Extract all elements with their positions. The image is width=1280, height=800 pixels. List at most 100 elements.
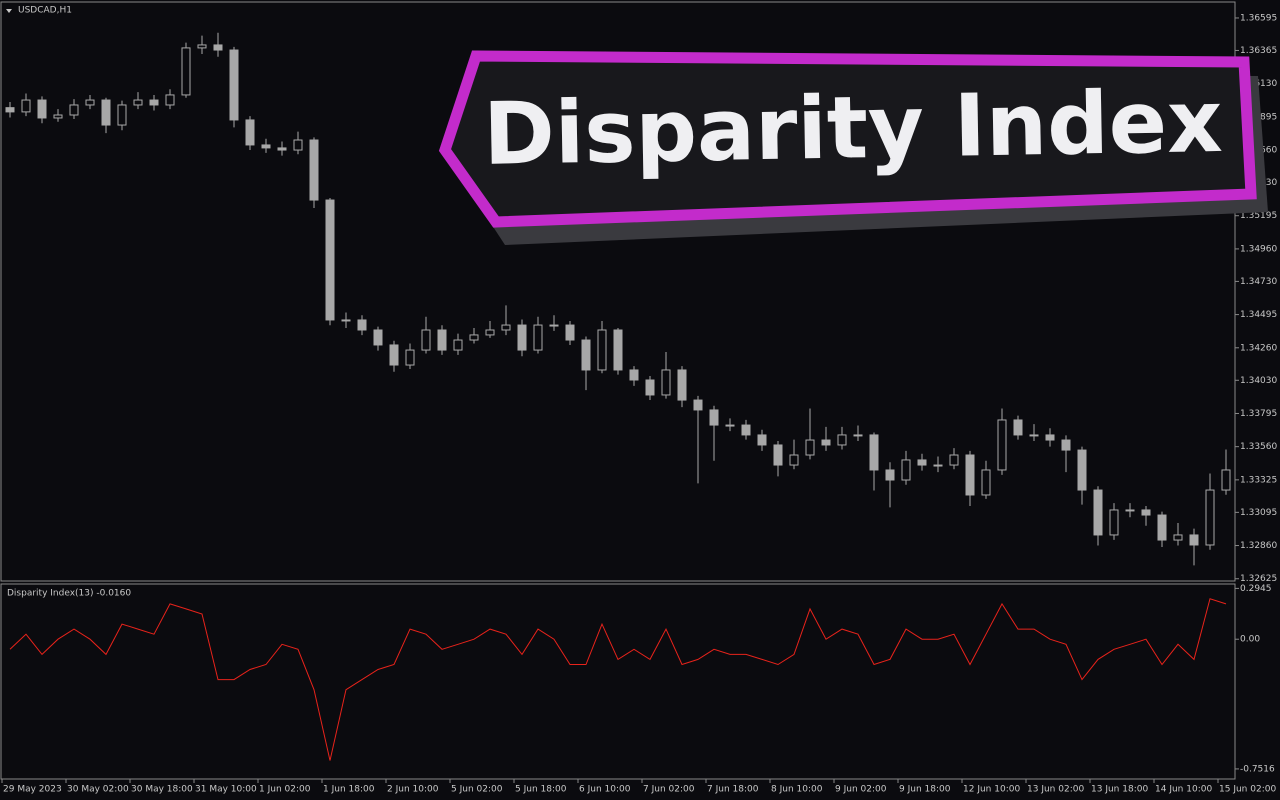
x-tick-label: 7 Jun 18:00 — [707, 785, 759, 795]
candle-body — [1045, 434, 1055, 441]
x-tick-label: 30 May 02:00 — [67, 785, 129, 795]
candle-body — [677, 369, 687, 401]
y-tick-label: 1.36130 — [1240, 79, 1277, 89]
candle-body — [565, 324, 575, 341]
candle-body — [949, 454, 959, 466]
x-tick-label: 5 Jun 02:00 — [451, 785, 503, 795]
candle-body — [421, 329, 431, 351]
x-tick-label: 12 Jun 10:00 — [963, 785, 1020, 795]
candle-body — [1109, 509, 1119, 536]
candle-body — [469, 334, 479, 341]
candle-body — [645, 379, 655, 396]
candle-body — [997, 419, 1007, 471]
y-tick-label: 1.34030 — [1240, 376, 1277, 386]
candle-body — [629, 369, 639, 381]
candle-body — [693, 399, 703, 411]
candle-body — [885, 469, 895, 481]
candle-body — [501, 324, 511, 331]
y-tick-label: 1.33795 — [1240, 409, 1277, 419]
candle-body — [213, 44, 223, 51]
candle-body — [901, 459, 911, 481]
candle-body — [117, 104, 127, 126]
candle-body — [53, 114, 63, 119]
x-tick-label: 31 May 10:00 — [195, 785, 257, 795]
candle-body — [261, 144, 271, 149]
candle-body — [245, 119, 255, 146]
candle-body — [517, 324, 527, 351]
candle-body — [1093, 489, 1103, 536]
candle-body — [1173, 534, 1183, 541]
candle-body — [821, 439, 831, 446]
candle-body — [773, 444, 783, 466]
candle-body — [165, 94, 175, 106]
candle-body — [1013, 419, 1023, 436]
candle-body — [309, 139, 319, 201]
candle-body — [1061, 439, 1071, 451]
candle-body — [5, 107, 15, 113]
symbol-title: USDCAD,H1 — [18, 6, 72, 16]
candle-body — [533, 324, 543, 351]
candle-body — [453, 339, 463, 351]
x-tick-label: 13 Jun 02:00 — [1027, 785, 1084, 795]
candle-body — [149, 99, 159, 106]
candle-body — [757, 434, 767, 446]
x-tick-label: 6 Jun 10:00 — [579, 785, 631, 795]
candle-body — [437, 329, 447, 351]
x-tick-label: 29 May 2023 — [3, 785, 62, 795]
candle-body — [725, 424, 735, 427]
candle-body — [965, 454, 975, 496]
y-tick-label: -0.7516 — [1240, 764, 1275, 774]
candle-body — [869, 434, 879, 471]
candle-body — [981, 469, 991, 496]
x-tick-label: 15 Jun 02:00 — [1219, 785, 1276, 795]
banner-title: Disparity Index — [482, 72, 1223, 185]
indicator-line — [9, 598, 1227, 761]
x-tick-label: 13 Jun 18:00 — [1091, 785, 1148, 795]
y-tick-label: 1.32860 — [1240, 541, 1277, 551]
indicator-pane-frame — [0, 583, 1236, 780]
x-tick-label: 9 Jun 02:00 — [835, 785, 887, 795]
y-tick-label: 1.36595 — [1240, 13, 1277, 23]
candle-body — [21, 99, 31, 113]
candle-body — [389, 344, 399, 366]
candle-body — [229, 49, 239, 121]
y-tick-label: 1.35195 — [1240, 211, 1277, 221]
candle-body — [85, 99, 95, 106]
y-tick-label: 1.34495 — [1240, 310, 1277, 320]
candle-body — [917, 459, 927, 466]
y-tick-label: 1.32625 — [1240, 574, 1277, 584]
symbol-menu-arrow[interactable] — [6, 9, 12, 13]
x-tick-label: 9 Jun 18:00 — [899, 785, 951, 795]
candle-body — [581, 339, 591, 371]
x-tick-label: 8 Jun 10:00 — [771, 785, 823, 795]
candle-body — [405, 349, 415, 366]
candle-body — [1029, 434, 1039, 437]
candle-body — [485, 329, 495, 336]
candle-body — [1125, 509, 1135, 512]
banner: Disparity Index — [438, 50, 1268, 245]
candle-body — [373, 329, 383, 346]
candle-body — [741, 424, 751, 436]
candle-body — [789, 454, 799, 466]
candle-body — [197, 44, 207, 49]
candle-body — [933, 464, 943, 467]
candle-body — [613, 329, 623, 371]
candle-body — [133, 99, 143, 106]
candle-body — [853, 434, 863, 437]
x-tick-label: 30 May 18:00 — [131, 785, 193, 795]
candle-body — [597, 329, 607, 371]
candle-body — [325, 199, 335, 321]
y-tick-label: 0.00 — [1240, 635, 1260, 645]
y-tick-label: 1.34260 — [1240, 343, 1277, 353]
candle-body — [661, 369, 671, 396]
x-tick-label: 1 Jun 02:00 — [259, 785, 311, 795]
candle-body — [1157, 514, 1167, 541]
indicator-title: Disparity Index(13) -0.0160 — [7, 589, 131, 599]
y-tick-label: 0.2945 — [1240, 584, 1272, 594]
candle-body — [37, 99, 47, 119]
x-tick-label: 5 Jun 18:00 — [515, 785, 567, 795]
banner-box — [438, 50, 1257, 228]
candle-body — [1141, 509, 1151, 516]
